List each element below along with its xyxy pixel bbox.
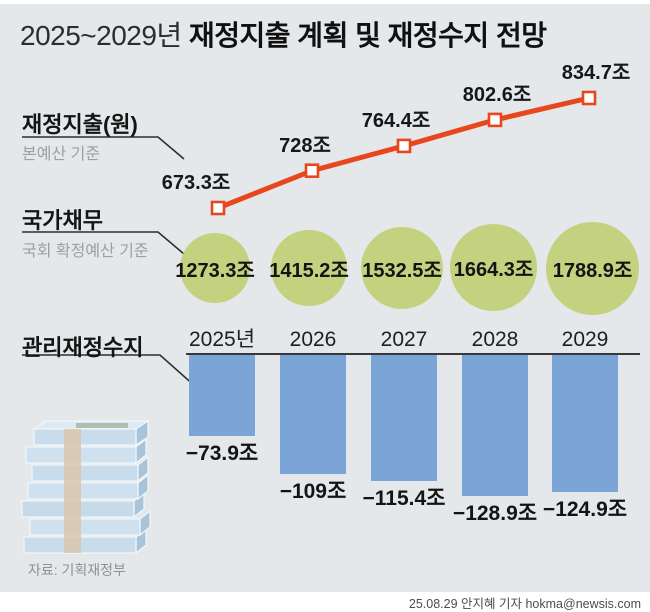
source-note: 자료: 기획재정부 xyxy=(28,562,126,578)
title-period: 2025~2029년 xyxy=(20,20,182,51)
expenditure-section-label: 재정지출(원) xyxy=(22,112,138,137)
balance-bar-value-2026: −109조 xyxy=(279,480,347,503)
debt-bubble-value: 1273.3조 xyxy=(175,259,255,282)
balance-bar-2029 xyxy=(552,355,618,492)
year-label-2025: 2025년 xyxy=(188,328,256,351)
year-label-2028: 2028 xyxy=(471,328,519,351)
debt-section-sublabel: 국회 확정예산 기준 xyxy=(22,243,149,260)
line-point-label-2026: 728조 xyxy=(279,134,331,157)
year-label-2026: 2026 xyxy=(289,328,337,351)
debt-bubble-value: 1532.5조 xyxy=(362,259,442,282)
debt-bubble-2026: 1415.2조 xyxy=(269,230,349,306)
expenditure-section-sublabel: 본예산 기준 xyxy=(22,146,101,163)
title-main-text: 재정지출 계획 및 재정수지 전망 xyxy=(188,20,547,51)
balance-section-label: 관리재정수지 xyxy=(22,335,144,360)
line-point-label-2027: 764.4조 xyxy=(361,109,431,132)
balance-bar-value-2027: −115.4조 xyxy=(362,487,446,510)
balance-bar-2027 xyxy=(371,355,437,481)
money-stack-illustration xyxy=(21,419,151,555)
debt-bubble-2028: 1664.3조 xyxy=(450,224,537,311)
line-point-label-2025: 673.3조 xyxy=(161,172,231,194)
balance-bar-value-2029: −124.9조 xyxy=(542,498,628,521)
balance-bar-2025 xyxy=(189,355,255,436)
debt-bubble-value: 1664.3조 xyxy=(453,259,534,281)
money-band xyxy=(64,429,81,553)
debt-bubble-value: 1788.9조 xyxy=(552,260,633,282)
year-label-2029: 2029 xyxy=(561,328,609,351)
balance-bar-value-2028: −128.9조 xyxy=(452,502,538,525)
debt-bubble-2027: 1532.5조 xyxy=(361,227,443,309)
debt-bubble-2029: 1788.9조 xyxy=(546,222,639,315)
debt-bubble-2025: 1273.3조 xyxy=(175,233,255,303)
debt-section-label: 국가채무 xyxy=(22,208,103,233)
line-point-label-2029: 834.7조 xyxy=(561,62,631,84)
balance-bar-2028 xyxy=(462,355,528,496)
balance-bar-value-2025: −73.9조 xyxy=(185,442,259,465)
year-label-2027: 2027 xyxy=(380,328,428,351)
top-margin-strip xyxy=(0,0,650,4)
bottom-credit-strip: 25.08.29 안지혜 기자 hokma@newsis.com xyxy=(0,592,650,612)
byline-credit: 25.08.29 안지혜 기자 hokma@newsis.com xyxy=(408,596,641,611)
line-point-label-2028: 802.6조 xyxy=(462,83,532,106)
balance-bar-2026 xyxy=(280,355,346,474)
debt-bubble-value: 1415.2조 xyxy=(269,259,349,282)
page-title: 2025~2029년 재정지출 계획 및 재정수지 전망 xyxy=(20,14,547,54)
